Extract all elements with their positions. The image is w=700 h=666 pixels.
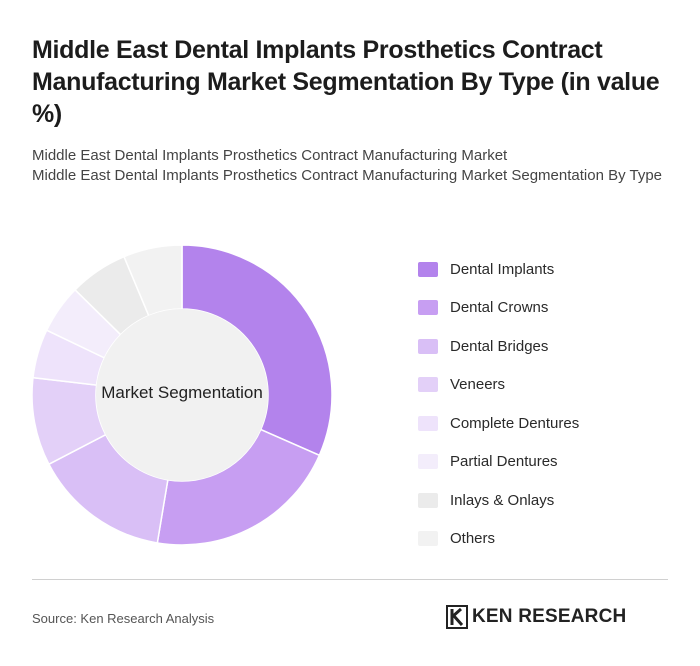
ken-research-k-logo-icon [446,605,468,629]
footer-divider [32,579,668,580]
legend-label: Dental Crowns [450,299,549,317]
legend-item: Others [418,520,678,559]
legend-swatch [418,338,438,354]
subtitle-line-2: Middle East Dental Implants Prosthetics … [32,167,663,184]
brand-logo: KEN RESEARCH [446,603,626,631]
donut-chart [31,244,333,546]
subtitle-line-1: Middle East Dental Implants Prosthetics … [32,147,508,164]
legend-item: Dental Crowns [418,289,678,328]
legend-item: Complete Dentures [418,404,678,443]
legend-swatch [418,454,438,470]
legend-label: Others [450,530,496,548]
chart-legend: Dental Implants Dental Crowns Dental Bridg… [418,250,678,558]
brand-name: KEN RESEARCH [472,606,627,627]
legend-item: Inlays & Onlays [418,481,678,520]
legend-label: Complete Dentures [450,414,580,432]
source-note: Source: Ken Research Analysis [32,611,215,626]
legend-label: Inlays & Onlays [450,491,555,509]
legend-swatch [418,415,438,431]
legend-label: Dental Implants [450,260,555,278]
legend-label: Veneers [450,376,506,394]
legend-item: Dental Bridges [418,327,678,366]
legend-swatch [418,492,438,508]
legend-swatch [418,531,438,547]
donut-center-label: Market Segmentation [101,383,263,402]
legend-label: Partial Dentures [450,453,558,471]
legend-swatch [418,300,438,316]
legend-item: Veneers [418,366,678,405]
chart-title: Middle East Dental Implants Prosthetics … [32,36,660,128]
legend-item: Dental Implants [418,250,678,289]
donut-center-hole [96,309,268,481]
legend-item: Partial Dentures [418,443,678,482]
chart-subtitle: Middle East Dental Implants Prosthetics … [32,146,672,186]
legend-swatch [418,377,438,393]
legend-label: Dental Bridges [450,337,549,355]
legend-swatch [418,261,438,277]
